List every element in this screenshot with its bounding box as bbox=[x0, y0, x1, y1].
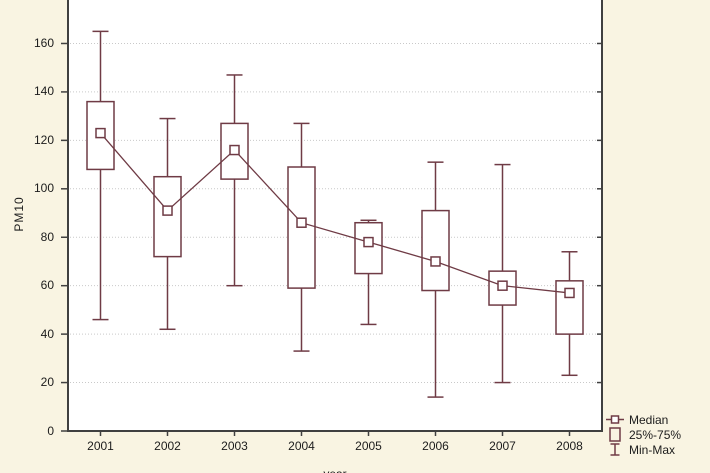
min-max-whisker-icon bbox=[610, 443, 620, 456]
iqr-box-2006 bbox=[421, 209, 450, 292]
iqr-box-2007 bbox=[488, 270, 517, 306]
median-marker-2004 bbox=[296, 217, 307, 228]
iqr-box-2002 bbox=[153, 175, 182, 258]
y-tick-label-160: 160 bbox=[33, 35, 54, 50]
y-tick-label-40: 40 bbox=[40, 326, 54, 341]
y-tick-label-180: 180 bbox=[14, 0, 54, 3]
median-marker-2006 bbox=[430, 256, 441, 267]
legend-item-median: Median bbox=[604, 412, 681, 427]
median-marker-2007 bbox=[497, 280, 508, 291]
x-tick-label-2003: 2003 bbox=[221, 439, 248, 453]
legend-label-minmax: Min-Max bbox=[629, 442, 676, 457]
legend-item-box: 25%-75% bbox=[604, 427, 681, 442]
y-tick-label-0: 0 bbox=[47, 423, 54, 438]
x-tick-label-2005: 2005 bbox=[355, 439, 382, 453]
x-tick-label-2002: 2002 bbox=[154, 439, 181, 453]
y-tick-label-80: 80 bbox=[40, 229, 54, 244]
box-outline-icon bbox=[609, 427, 621, 442]
median-marker-2001 bbox=[95, 127, 106, 139]
iqr-box-2004 bbox=[287, 166, 316, 289]
x-axis-title: year bbox=[310, 467, 360, 473]
median-marker-icon bbox=[606, 415, 624, 424]
median-marker-2003 bbox=[229, 144, 240, 156]
y-tick-label-60: 60 bbox=[40, 278, 54, 293]
y-tick-label-140: 140 bbox=[33, 84, 54, 99]
y-tick-label-120: 120 bbox=[33, 132, 54, 147]
legend-label-median: Median bbox=[629, 412, 669, 427]
plot-area bbox=[67, 0, 603, 431]
x-tick-label-2004: 2004 bbox=[288, 439, 315, 453]
x-tick-label-2007: 2007 bbox=[489, 439, 516, 453]
median-marker-2002 bbox=[162, 205, 173, 216]
median-marker-2005 bbox=[363, 236, 374, 248]
iqr-box-2005 bbox=[354, 221, 383, 275]
x-tick-label-2008: 2008 bbox=[556, 439, 583, 453]
legend-label-box: 25%-75% bbox=[629, 427, 682, 442]
median-marker-2008 bbox=[564, 287, 575, 299]
y-axis-title: PM10 bbox=[12, 196, 26, 232]
x-tick-label-2001: 2001 bbox=[87, 439, 114, 453]
legend: Median 25%-75% Min-Max bbox=[604, 412, 681, 457]
y-tick-label-100: 100 bbox=[33, 181, 54, 196]
median-trend-line bbox=[100, 132, 570, 294]
x-tick-label-2006: 2006 bbox=[422, 439, 449, 453]
legend-item-minmax: Min-Max bbox=[604, 442, 681, 457]
y-tick-label-20: 20 bbox=[40, 375, 54, 390]
